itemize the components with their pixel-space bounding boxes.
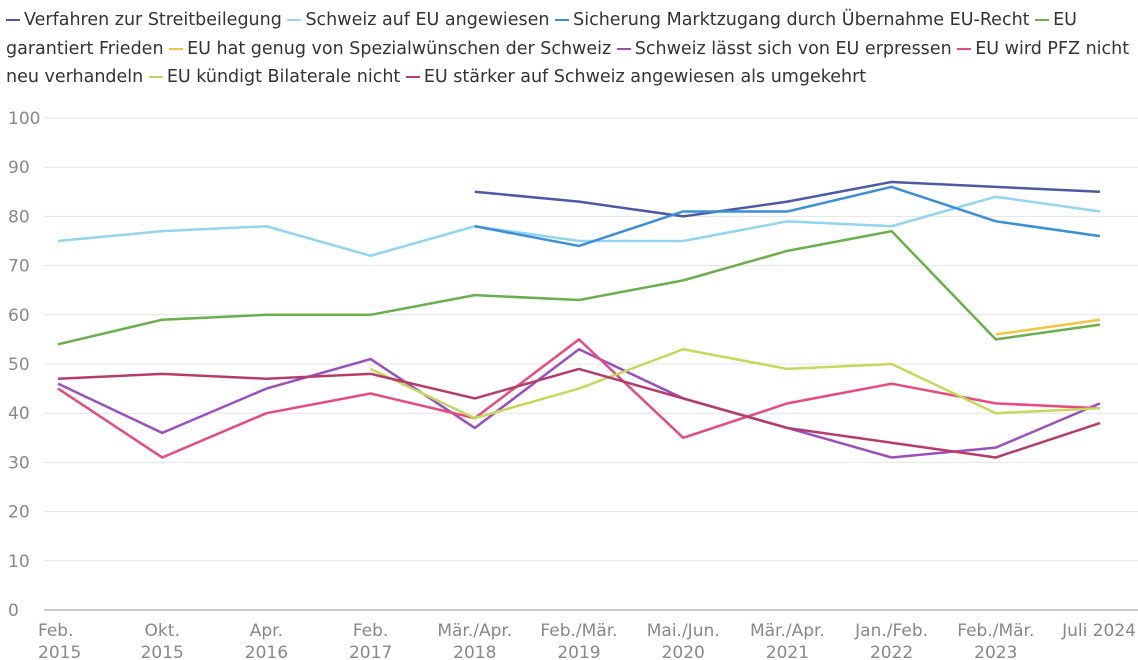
legend-label: EU wird PFZ nicht neu verhandeln [6, 38, 1130, 88]
x-tick-label-line: Okt. [145, 621, 180, 641]
series-line [370, 347, 1101, 420]
y-tick-label: 30 [8, 453, 30, 473]
legend-label: Schweiz lässt sich von EU erpressen [634, 38, 952, 59]
x-tick-label: Feb./Mär. 2019 [540, 621, 617, 660]
x-tick-label: Feb. 2017 [349, 621, 392, 660]
legend-item: Sicherung Marktzugang durch Übernahme EU… [555, 10, 1030, 30]
y-tick-label: 20 [8, 503, 30, 523]
series-line [57, 229, 1101, 346]
legend-swatch [169, 47, 184, 50]
series-line [57, 338, 1101, 459]
legend-swatch [616, 47, 631, 50]
legend-swatch [148, 76, 163, 78]
legend-item: EU kündigt Bilaterale nicht [148, 67, 401, 87]
y-tick-label: 70 [8, 257, 30, 277]
legend-swatch [957, 47, 972, 50]
x-tick-label-line: Mai./Jun. [647, 621, 720, 641]
legend-label: EU kündigt Bilaterale nicht [166, 67, 401, 87]
series-line [57, 367, 1101, 459]
x-tick-label: Mär./Apr. 2021 [750, 621, 825, 660]
x-tick-label-line: Jan./Feb. [854, 621, 928, 641]
legend-label: Schweiz auf EU angewiesen [305, 10, 550, 30]
series-line [57, 195, 1101, 258]
y-tick-label: 40 [8, 404, 30, 424]
legend-item: EU wird PFZ nicht neu verhandeln [6, 39, 1129, 88]
x-tick-label-line: Juli 2024 [1061, 621, 1136, 641]
series-line [995, 318, 1101, 336]
legend-label: EU hat genug von Spezialwünschen der Sch… [187, 38, 612, 59]
x-tick-label: Mai./Jun. 2020 [647, 621, 720, 660]
x-tick-label-line: Feb./Mär. [957, 621, 1034, 641]
y-tick-label: 100 [8, 109, 40, 129]
y-tick-label: 80 [8, 207, 30, 227]
series-line [474, 185, 1101, 248]
x-tick-label-line: Feb. [38, 621, 74, 641]
legend-label: EU stärker auf Schweiz angewiesen als um… [423, 67, 867, 87]
legend-item: EU stärker auf Schweiz angewiesen als um… [405, 67, 867, 87]
series-line [57, 347, 1101, 459]
x-tick-label: Apr. 2016 [245, 621, 288, 660]
x-tick-label-line: Mär./Apr. [437, 621, 512, 641]
x-tick-label-line: 2020 [662, 643, 705, 660]
x-tick-label-line: 2023 [974, 643, 1017, 660]
y-tick-label: 0 [8, 601, 19, 621]
legend-swatch [1035, 19, 1050, 21]
x-tick-label: Jan./Feb. 2022 [854, 621, 928, 660]
x-tick-label-line: 2015 [141, 643, 184, 660]
x-tick-label: Feb. 2015 [38, 621, 81, 660]
legend-swatch [287, 19, 302, 21]
legend-item: Schweiz lässt sich von EU erpressen [616, 38, 952, 59]
x-tick-label-line: 2017 [349, 643, 392, 660]
x-tick-label: Juli 2024 [1061, 621, 1136, 641]
x-tick-label-line: 2018 [453, 643, 496, 660]
legend-swatch [6, 19, 20, 21]
x-tick-label: Okt. 2015 [141, 621, 184, 660]
legend-label: Verfahren zur Streitbeilegung [24, 10, 282, 30]
y-tick-label: 90 [8, 158, 30, 178]
legend-swatch [405, 76, 420, 78]
x-tick-label: Mär./Apr. 2018 [437, 621, 512, 660]
x-tick-label-line: 2022 [870, 643, 913, 660]
x-tick-label-line: 2021 [766, 643, 809, 660]
series-line [474, 180, 1101, 218]
legend-item: Schweiz auf EU angewiesen [287, 10, 550, 30]
x-tick-label: Feb./Mär. 2023 [957, 621, 1034, 660]
x-tick-label-line: 2016 [245, 643, 288, 660]
x-tick-label-line: Feb./Mär. [540, 621, 617, 641]
x-tick-label-line: 2015 [38, 643, 81, 660]
legend-swatch [555, 19, 570, 21]
legend-label: Sicherung Marktzugang durch Übernahme EU… [573, 10, 1030, 30]
legend-item: Verfahren zur Streitbeilegung [6, 10, 282, 30]
legend-item: EU garantiert Frieden [6, 10, 1077, 59]
x-tick-label-line: Feb. [353, 621, 389, 641]
x-tick-label-line: 2019 [557, 643, 600, 660]
x-tick-label-line: Mär./Apr. [750, 621, 825, 641]
y-tick-label: 10 [8, 552, 30, 572]
legend: Verfahren zur Streitbeilegung Schweiz au… [6, 6, 1131, 92]
y-tick-label: 60 [8, 306, 30, 326]
x-tick-label-line: Apr. [250, 621, 283, 641]
legend-label: EU garantiert Frieden [6, 10, 1077, 59]
legend-item: EU hat genug von Spezialwünschen der Sch… [169, 39, 611, 59]
y-tick-label: 50 [8, 355, 30, 375]
